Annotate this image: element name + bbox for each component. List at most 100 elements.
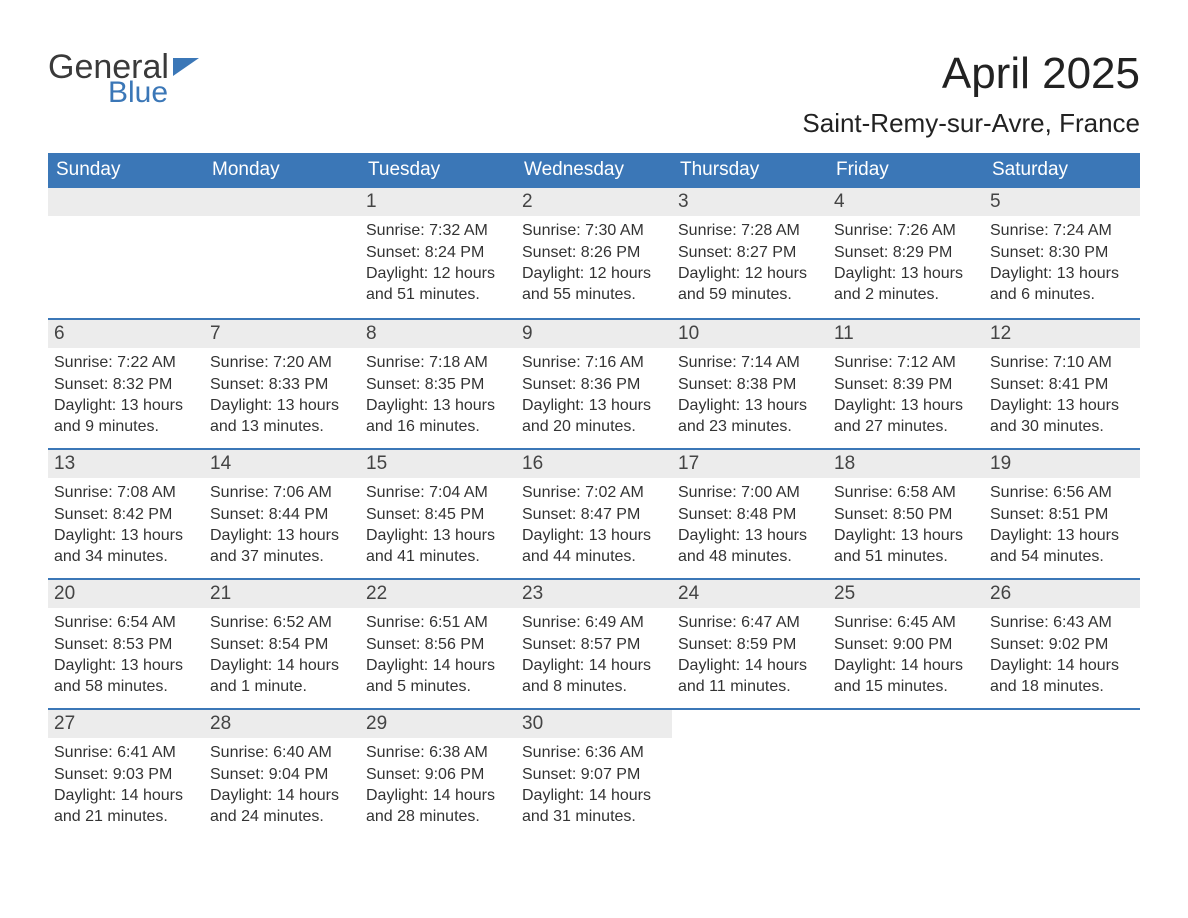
day-cell: 15 Sunrise: 7:04 AMSunset: 8:45 PMDayligh…	[360, 450, 516, 578]
day-number-bar: 10	[672, 320, 828, 348]
day-number: 23	[522, 583, 543, 604]
day-number: 24	[678, 583, 699, 604]
empty-day-bar	[828, 710, 984, 738]
day-number: 28	[210, 713, 231, 734]
day-number: 4	[834, 191, 845, 212]
day-number-bar: 25	[828, 580, 984, 608]
day-cell: 11Sunrise: 7:12 AMSunset: 8:39 PMDayligh…	[828, 320, 984, 448]
day-cell: 28 Sunrise: 6:40 AMSunset: 9:04 PMDayligh…	[204, 710, 360, 838]
sunrise-text: Sunrise: 7:20 AM	[210, 352, 354, 373]
day-number: 5	[990, 191, 1001, 212]
week-row: 20Sunrise: 6:54 AMSunset: 8:53 PMDayligh…	[48, 578, 1140, 708]
daylight-text: Daylight: 14 hours and 15 minutes.	[834, 655, 978, 697]
day-body: Sunrise: 7:26 AMSunset: 8:29 PMDaylight:…	[828, 216, 984, 310]
sunrise-text: Sunrise: 6:58 AM	[834, 482, 978, 503]
day-body: Sunrise: 6:45 AMSunset: 9:00 PMDaylight:…	[828, 608, 984, 702]
empty-day-bar	[984, 710, 1140, 738]
sunset-text: Sunset: 9:06 PM	[366, 764, 510, 785]
day-number: 13	[54, 453, 75, 474]
weekday-header-row: SundayMondayTuesdayWednesdayThursdayFrid…	[48, 153, 1140, 188]
daylight-text: Daylight: 12 hours and 59 minutes.	[678, 263, 822, 305]
day-cell: 2Sunrise: 7:30 AMSunset: 8:26 PMDaylight…	[516, 188, 672, 318]
day-number-bar: 21	[204, 580, 360, 608]
daylight-text: Daylight: 14 hours and 24 minutes.	[210, 785, 354, 827]
sunrise-text: Sunrise: 7:04 AM	[366, 482, 510, 503]
day-body: Sunrise: 7:18 AMSunset: 8:35 PMDaylight:…	[360, 348, 516, 442]
sunrise-text: Sunrise: 7:30 AM	[522, 220, 666, 241]
weekday-header-cell: Monday	[204, 153, 360, 188]
sunset-text: Sunset: 8:29 PM	[834, 242, 978, 263]
sunset-text: Sunset: 8:59 PM	[678, 634, 822, 655]
weekday-header-cell: Friday	[828, 153, 984, 188]
day-cell	[828, 710, 984, 838]
day-body: Sunrise: 7:28 AMSunset: 8:27 PMDaylight:…	[672, 216, 828, 310]
daylight-text: Daylight: 14 hours and 8 minutes.	[522, 655, 666, 697]
day-number: 10	[678, 323, 699, 344]
sunrise-text: Sunrise: 7:14 AM	[678, 352, 822, 373]
sunrise-text: Sunrise: 7:32 AM	[366, 220, 510, 241]
day-number-bar: 2	[516, 188, 672, 216]
day-body: Sunrise: 7:32 AMSunset: 8:24 PMDaylight:…	[360, 216, 516, 310]
sunset-text: Sunset: 8:41 PM	[990, 374, 1134, 395]
week-row: 6Sunrise: 7:22 AMSunset: 8:32 PMDaylight…	[48, 318, 1140, 448]
header: General Blue April 2025 Saint-Remy-sur-A…	[48, 50, 1140, 139]
day-body: Sunrise: 7:06 AMSunset: 8:44 PMDaylight:…	[204, 478, 360, 572]
sunset-text: Sunset: 8:24 PM	[366, 242, 510, 263]
day-cell: 5Sunrise: 7:24 AMSunset: 8:30 PMDaylight…	[984, 188, 1140, 318]
day-cell: 23Sunrise: 6:49 AMSunset: 8:57 PMDayligh…	[516, 580, 672, 708]
day-number-bar: 22	[360, 580, 516, 608]
day-number: 15	[366, 453, 387, 474]
page-title: April 2025	[802, 50, 1140, 98]
day-body: Sunrise: 7:04 AMSunset: 8:45 PMDaylight:…	[360, 478, 516, 572]
day-number: 16	[522, 453, 543, 474]
sunset-text: Sunset: 8:47 PM	[522, 504, 666, 525]
day-cell: 16Sunrise: 7:02 AMSunset: 8:47 PMDayligh…	[516, 450, 672, 578]
sunrise-text: Sunrise: 6:45 AM	[834, 612, 978, 633]
daylight-text: Daylight: 14 hours and 11 minutes.	[678, 655, 822, 697]
day-cell: 25 Sunrise: 6:45 AMSunset: 9:00 PMDayligh…	[828, 580, 984, 708]
sunset-text: Sunset: 8:33 PM	[210, 374, 354, 395]
day-body: Sunrise: 7:00 AMSunset: 8:48 PMDaylight:…	[672, 478, 828, 572]
sunrise-text: Sunrise: 7:10 AM	[990, 352, 1134, 373]
day-cell: 22 Sunrise: 6:51 AMSunset: 8:56 PMDayligh…	[360, 580, 516, 708]
day-number: 11	[834, 323, 854, 344]
day-cell	[204, 188, 360, 318]
daylight-text: Daylight: 13 hours and 23 minutes.	[678, 395, 822, 437]
day-number: 8	[366, 323, 377, 344]
day-number-bar: 3	[672, 188, 828, 216]
day-number-bar: 26	[984, 580, 1140, 608]
sunset-text: Sunset: 9:07 PM	[522, 764, 666, 785]
week-row: 13Sunrise: 7:08 AMSunset: 8:42 PMDayligh…	[48, 448, 1140, 578]
day-number-bar: 19	[984, 450, 1140, 478]
logo-text-blue: Blue	[108, 78, 169, 108]
day-cell: 20Sunrise: 6:54 AMSunset: 8:53 PMDayligh…	[48, 580, 204, 708]
day-number: 9	[522, 323, 533, 344]
day-number: 30	[522, 713, 543, 734]
daylight-text: Daylight: 13 hours and 58 minutes.	[54, 655, 198, 697]
day-body: Sunrise: 6:47 AMSunset: 8:59 PMDaylight:…	[672, 608, 828, 702]
weekday-header-cell: Saturday	[984, 153, 1140, 188]
day-number: 22	[366, 583, 387, 604]
day-body: Sunrise: 6:51 AMSunset: 8:56 PMDaylight:…	[360, 608, 516, 702]
day-body: Sunrise: 6:54 AMSunset: 8:53 PMDaylight:…	[48, 608, 204, 702]
sunset-text: Sunset: 8:54 PM	[210, 634, 354, 655]
day-number: 25	[834, 583, 855, 604]
daylight-text: Daylight: 13 hours and 51 minutes.	[834, 525, 978, 567]
day-body: Sunrise: 6:40 AMSunset: 9:04 PMDaylight:…	[204, 738, 360, 832]
empty-day-bar	[672, 710, 828, 738]
sunrise-text: Sunrise: 7:22 AM	[54, 352, 198, 373]
sunrise-text: Sunrise: 6:38 AM	[366, 742, 510, 763]
calendar: SundayMondayTuesdayWednesdayThursdayFrid…	[48, 153, 1140, 838]
daylight-text: Daylight: 13 hours and 13 minutes.	[210, 395, 354, 437]
logo-flag-icon	[173, 54, 203, 89]
day-cell: 8 Sunrise: 7:18 AMSunset: 8:35 PMDaylight…	[360, 320, 516, 448]
weekday-header-cell: Tuesday	[360, 153, 516, 188]
empty-day-bar	[48, 188, 204, 216]
sunset-text: Sunset: 8:44 PM	[210, 504, 354, 525]
weekday-header-cell: Wednesday	[516, 153, 672, 188]
sunrise-text: Sunrise: 6:41 AM	[54, 742, 198, 763]
day-cell: 19Sunrise: 6:56 AMSunset: 8:51 PMDayligh…	[984, 450, 1140, 578]
daylight-text: Daylight: 14 hours and 18 minutes.	[990, 655, 1134, 697]
day-cell	[984, 710, 1140, 838]
day-cell: 7Sunrise: 7:20 AMSunset: 8:33 PMDaylight…	[204, 320, 360, 448]
